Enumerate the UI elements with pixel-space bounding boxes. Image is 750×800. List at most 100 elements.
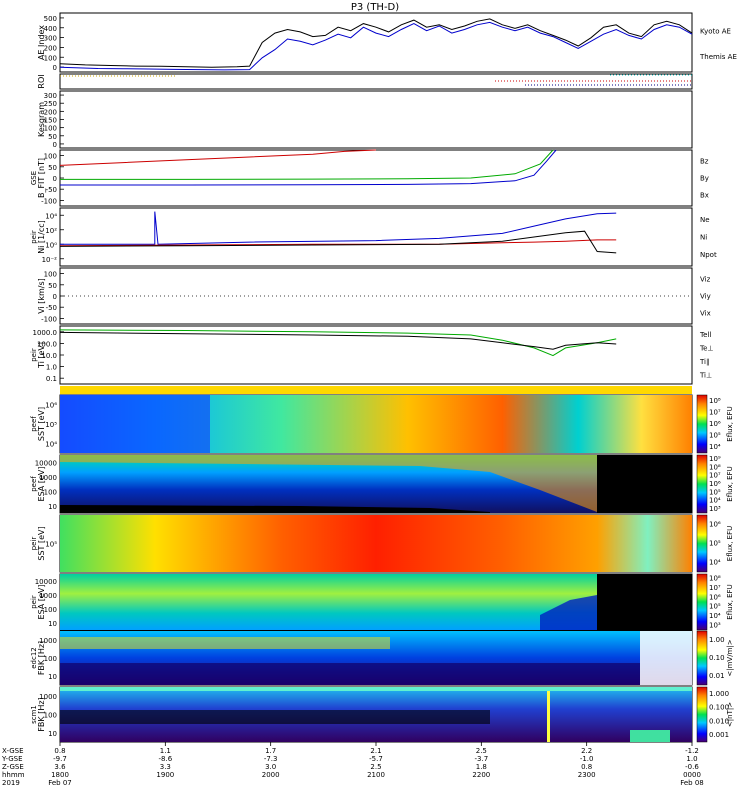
ylabel-sst_i: SST [eV]: [37, 526, 46, 560]
ylabel-roi: ROI: [37, 74, 46, 88]
ytick-label-ti: 1.0: [46, 364, 57, 372]
ylabel-ti: Ti [eV]: [37, 342, 46, 369]
ytick-label-ni: 10⁰: [45, 241, 57, 249]
xtick-label-y_gse: -9.7: [53, 755, 67, 763]
colorbar-tick-esa_e: 10³: [709, 505, 721, 513]
ytick-label-ae: 200: [44, 44, 57, 52]
ytick-label-sst_e: 10⁶: [45, 402, 57, 410]
ylabel-vi: Vi [km/s]: [37, 278, 46, 314]
ylabel-kesgram: Kesgram: [37, 102, 46, 137]
legend-vi: Viy: [700, 293, 711, 301]
esa-electron-orange-band: [60, 455, 597, 512]
fbk-b-top-cyan: [60, 687, 692, 691]
legend-bfit: Bz: [700, 158, 709, 166]
ytick-label-vi: -100: [41, 315, 57, 323]
xtick-label-y_gse: -5.7: [369, 755, 383, 763]
date-start: Feb 07: [48, 779, 72, 787]
xtick-label-hhmm: 1800: [51, 771, 69, 779]
series-ti-Ti: [59, 329, 617, 357]
ytick-label-bfit: 0: [53, 175, 57, 183]
legend-vi: Vix: [700, 310, 711, 318]
colorbar-tick-sst_e: 10⁵: [709, 432, 721, 440]
ytick-label-ni: 10²: [45, 227, 57, 235]
ylabel-fbk_b: FBK [Hz]: [37, 697, 46, 731]
colorbar-label-sst_i: Eflux, EFU: [726, 526, 734, 561]
colorbar-tick-sst_e: 10⁷: [709, 408, 721, 416]
colorbar-tick-esa_e: 10⁵: [709, 488, 721, 496]
date-end: Feb 08: [680, 779, 704, 787]
colorbar-label-fbk_e: <|mV/m|>: [726, 639, 734, 676]
xtick-label-x_gse: 2.5: [476, 747, 487, 755]
panel-roi: ROI: [37, 73, 693, 90]
ytick-label-esa_e: 10000: [35, 459, 57, 467]
ylabel-ni: Ni [1/cc]: [37, 220, 46, 254]
legend-vi: Viz: [700, 276, 711, 284]
ytick-label-esa_i: 10000: [35, 578, 57, 586]
ylabel-esa_i: ESA [eV]: [37, 585, 46, 620]
legend-ti: Tell: [699, 331, 711, 339]
esa-electron-cutoff: [60, 505, 490, 513]
series-ni-Npot: [60, 211, 617, 245]
colorbar-label-esa_e: Eflux, EFU: [726, 466, 734, 501]
ytick-label-ae: 400: [44, 25, 57, 33]
ytick-label-esa_e: 1000: [39, 474, 57, 482]
ylabel-sub-bfit: GSE: [30, 171, 38, 185]
colorbar-tick-esa_e: 10⁶: [709, 480, 721, 488]
panel-frame-ni: [59, 207, 693, 267]
ytick-label-sst_e: 10⁴: [45, 440, 57, 448]
ylabel-sub-sst_e: peef: [30, 416, 38, 432]
ytick-label-fbk_e: 1000: [39, 637, 57, 645]
ytick-label-vi: 100: [44, 271, 57, 279]
xtick-label-z_gse: 3.0: [265, 763, 276, 771]
colorbar-tick-fbk_e: 0.10: [709, 654, 725, 662]
colorbar-tick-esa_e: 10⁴: [709, 497, 721, 505]
ytick-label-ni: 10⁴: [45, 212, 57, 220]
series-ni-Ni: [59, 230, 617, 254]
xtick-label-hhmm: 1900: [156, 771, 174, 779]
ylabel-sub-ti: peir: [30, 348, 38, 362]
esa-ion-blue-feature: [540, 595, 597, 630]
colorbar-esa-e: [696, 454, 708, 514]
ylabel-fbk_e: FBK [Hz]: [37, 641, 46, 675]
ytick-label-sst_e: 10⁵: [45, 421, 57, 429]
colorbar-label-sst_e: Eflux, EFU: [726, 406, 734, 441]
ytick-label-kesgram: 100: [44, 125, 57, 133]
ytick-label-ae: 300: [44, 35, 57, 43]
panel-frame-ae: [59, 12, 693, 73]
series-ae-KyotoAE: [59, 21, 693, 71]
legend-bfit: Bx: [700, 192, 709, 200]
colorbar-sst-i: [696, 514, 708, 573]
ytick-label-sst_i: 10⁵: [45, 541, 57, 549]
ylabel-esa_e: ESA [eV]: [37, 467, 46, 502]
ylabel-sub-esa_i: peir: [30, 595, 38, 609]
xtick-label-x_gse: 2.2: [581, 747, 592, 755]
sst-electron-blue-region: [60, 395, 210, 453]
ylabel-sub-fbk_b: scm1: [30, 705, 38, 724]
ytick-label-esa_e: 10: [48, 503, 57, 511]
ylabel-sub-ni: peir: [30, 230, 38, 244]
legend-ni: Ne: [700, 216, 710, 224]
xtick-label-hhmm: 0000: [683, 771, 701, 779]
xtick-label-x_gse: 0.8: [54, 747, 65, 755]
ylabel-sst_e: SST [eV]: [37, 407, 46, 441]
panel-frame-bfit: [59, 149, 693, 207]
colorbar-tick-esa_i: 10⁷: [709, 584, 721, 592]
xtick-label-y_gse: -7.3: [264, 755, 278, 763]
ytick-label-kesgram: 0: [53, 141, 57, 149]
colorbar-tick-esa_i: 10⁶: [709, 593, 721, 601]
colorbar-sst-e: [696, 394, 708, 454]
xaxis-row-label: hhmm: [2, 771, 25, 779]
xtick-label-y_gse: -3.7: [474, 755, 488, 763]
xtick-label-hhmm: 2000: [262, 771, 280, 779]
legend-ni: Npot: [700, 251, 717, 259]
ytick-label-vi: 0: [53, 293, 57, 301]
colorbar-tick-sst_i: 10⁵: [709, 540, 721, 548]
ytick-label-ni: 10⁻²: [42, 256, 58, 264]
xaxis-row-label: Y-GSE: [1, 755, 23, 763]
xtick-label-x_gse: -1.2: [685, 747, 699, 755]
fbk-b-late-burst: [630, 730, 670, 742]
ytick-label-ti: 1000.0: [33, 329, 58, 337]
